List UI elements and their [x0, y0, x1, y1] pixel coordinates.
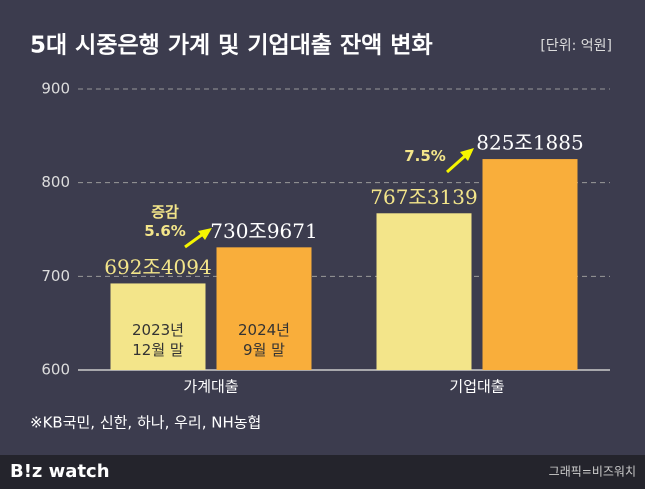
y-tick-label: 600	[41, 361, 70, 379]
legend-label: 2023년 12월 말	[132, 321, 184, 359]
bar	[216, 247, 312, 370]
x-tick-label: 기업대출	[449, 378, 504, 396]
bar	[110, 283, 206, 370]
value-label: 825조1885	[476, 131, 583, 155]
y-tick-label: 700	[41, 267, 70, 285]
footer-bar	[0, 455, 645, 489]
y-tick-label: 900	[41, 80, 70, 98]
arrow	[446, 154, 466, 174]
value-label: 730조9671	[210, 219, 317, 243]
legend-label: 2024년 9월 말	[238, 321, 290, 359]
y-tick-label: 800	[41, 173, 70, 191]
arrow-head	[198, 228, 212, 240]
value-label: 767조3139	[370, 185, 477, 209]
chart-title: 5대 시중은행 가계 및 기업대출 잔액 변화	[30, 33, 433, 59]
bar	[482, 159, 578, 370]
arrow-head	[460, 148, 474, 161]
arrow	[184, 232, 204, 249]
value-label: 692조4094	[104, 255, 211, 279]
unit-label: [단위: 억원]	[540, 38, 612, 54]
bar	[376, 213, 472, 370]
x-tick-label: 가계대출	[183, 378, 238, 396]
brand-logo: B!z watch	[10, 461, 110, 482]
note: ※KB국민, 신한, 하나, 우리, NH농협	[30, 414, 261, 432]
credit: 그래픽=비즈워치	[549, 465, 636, 479]
annotation: 7.5%	[404, 147, 446, 165]
annotation: 증감 5.6%	[144, 203, 186, 240]
